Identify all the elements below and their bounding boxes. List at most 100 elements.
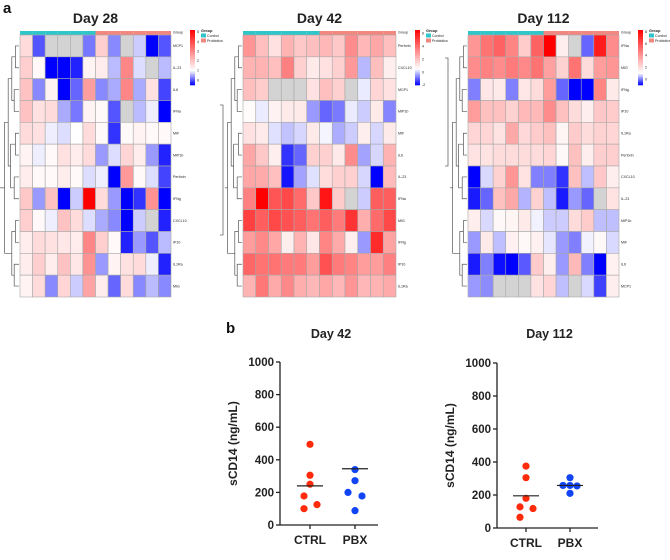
heatmap-cell <box>467 122 481 145</box>
heatmap-cell <box>44 209 59 232</box>
heatmap-cell <box>580 34 595 58</box>
x-tick-label: PBX <box>558 536 583 550</box>
heatmap-cell <box>505 187 519 210</box>
group-annotation-cell <box>568 31 582 35</box>
heatmap-cell <box>132 122 147 145</box>
heatmap-cell <box>242 165 257 189</box>
colorbar-segment <box>638 58 643 61</box>
heatmap-cell <box>280 56 295 79</box>
heatmap-cell <box>518 78 532 101</box>
heatmap-cell <box>331 209 346 232</box>
colorbar-tick-label: 1 <box>197 69 199 73</box>
heatmap-cell <box>120 165 134 189</box>
group-annotation-cell <box>345 31 358 35</box>
group-annotation-cell <box>530 31 544 35</box>
heatmap-cell <box>518 100 532 123</box>
legend-swatch-probiotics <box>426 38 431 43</box>
heatmap-cell <box>70 274 84 298</box>
heatmap-cell <box>242 187 257 210</box>
heatmap-cell <box>255 143 269 167</box>
heatmap-cell <box>32 274 46 298</box>
colorbar-segment <box>638 43 643 46</box>
colorbar-segment <box>190 57 195 60</box>
heatmap-cell <box>382 143 397 167</box>
group-annotation-cell <box>95 31 109 35</box>
heatmap-cell <box>145 56 159 79</box>
heatmap-cell <box>480 56 494 79</box>
x-tick-label: PBX <box>343 533 368 547</box>
heatmap-cell <box>480 100 494 123</box>
heatmap-cell <box>70 34 84 58</box>
data-point-ctrl <box>306 471 314 479</box>
heatmap-cell <box>492 253 507 276</box>
heatmap-cell <box>255 187 269 210</box>
heatmap-cell <box>242 78 257 101</box>
heatmap-cell <box>331 231 346 254</box>
heatmap-cell <box>382 56 397 79</box>
heatmap-cell <box>293 187 308 210</box>
heatmap-cell <box>530 165 544 189</box>
data-point-ctrl <box>306 440 314 448</box>
heatmap-cell <box>518 56 532 79</box>
heatmap-row-label: MCP1 <box>398 88 408 92</box>
heatmap-cell <box>344 34 359 58</box>
dendrogram-branch <box>236 176 242 200</box>
dendrogram-branch <box>11 56 16 101</box>
group-annotation-cell <box>32 31 46 35</box>
colorbar-segment <box>415 38 420 40</box>
colorbar-segment <box>638 64 643 67</box>
colorbar-tick-label: 0 <box>197 78 199 82</box>
group-annotation-cell <box>505 31 519 35</box>
colorbar-segment <box>190 71 195 73</box>
heatmap-cell <box>70 253 84 276</box>
data-point-ctrl <box>522 494 530 502</box>
heatmap-cell <box>306 231 320 254</box>
heatmap-cell <box>32 143 46 167</box>
colorbar-segment <box>415 47 420 50</box>
heatmap-cell <box>120 78 134 101</box>
dendrogram-branch <box>461 89 467 112</box>
heatmap-cell <box>306 100 320 123</box>
heatmap-cell <box>480 231 494 254</box>
colorbar-segment <box>190 83 195 86</box>
heatmap-cell <box>593 187 607 210</box>
colorbar-segment <box>638 56 643 58</box>
heatmap-cell <box>255 56 269 79</box>
heatmap-cell <box>319 231 333 254</box>
heatmap-cell <box>492 34 507 58</box>
group-row-label: Group <box>621 31 631 35</box>
heatmap-cell <box>370 34 384 58</box>
legend-title: Group <box>201 29 213 33</box>
heatmap-cell <box>568 122 582 145</box>
heatmap-cell <box>480 34 494 58</box>
heatmap-cell <box>357 253 371 276</box>
dendrogram-branch <box>7 78 12 167</box>
heatmap-cell <box>95 187 109 210</box>
heatmap-cell <box>357 274 371 298</box>
heatmap-title: Day 42 <box>297 10 342 26</box>
dendrogram-branch <box>15 220 19 243</box>
heatmap-cell <box>593 56 607 79</box>
heatmap-cell <box>57 165 71 189</box>
heatmap-cell <box>568 100 582 123</box>
group-annotation-cell <box>70 31 83 35</box>
colorbar-segment <box>638 67 643 69</box>
colorbar-segment <box>415 39 420 42</box>
heatmap-row-label: IFNa <box>173 110 181 114</box>
heatmap-cell <box>32 100 46 123</box>
heatmap-cell <box>132 56 147 79</box>
data-point-pbx <box>566 474 574 482</box>
heatmap-cell <box>505 56 519 79</box>
data-point-ctrl <box>522 474 530 482</box>
colorbar-tick-label: 6 <box>422 31 424 35</box>
colorbar-segment <box>638 52 643 54</box>
data-point-ctrl <box>516 513 524 521</box>
heatmap-cell <box>543 253 557 276</box>
heatmap-cell <box>132 253 147 276</box>
heatmap-cell <box>331 165 346 189</box>
colorbar-segment <box>638 54 643 57</box>
heatmap-row-label: IL1Ra <box>398 284 408 288</box>
colorbar-segment <box>638 79 643 82</box>
heatmap-row-label: MIG <box>398 219 405 223</box>
heatmap-row-label: Perforin <box>398 44 411 48</box>
